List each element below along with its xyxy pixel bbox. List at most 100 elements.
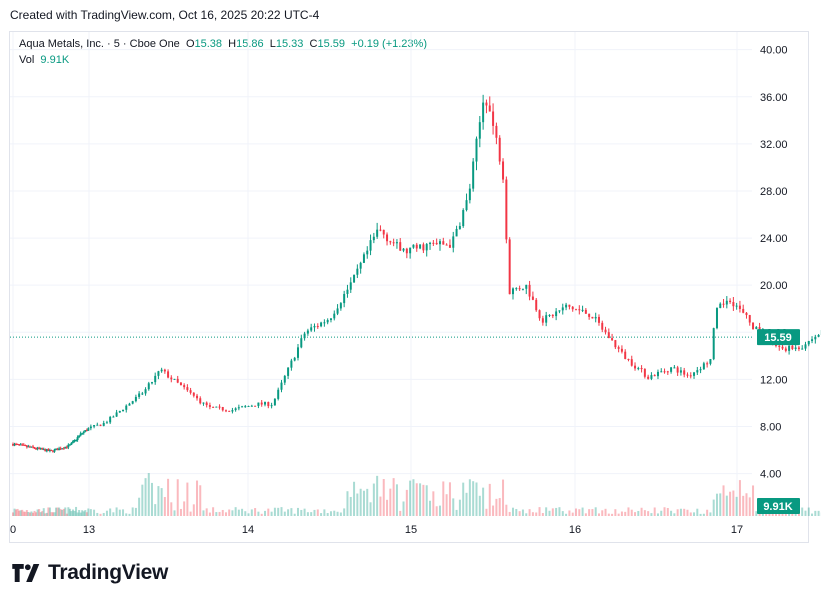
candle-body: [356, 268, 359, 275]
volume-bar: [12, 512, 14, 516]
volume-bar: [588, 509, 591, 516]
volume-bar: [231, 510, 234, 516]
candle-body: [339, 303, 342, 309]
candle-body: [93, 425, 96, 427]
candle-body: [112, 416, 115, 418]
volume-bar: [76, 512, 79, 516]
volume-bar: [663, 507, 666, 516]
candle-body: [247, 405, 250, 407]
volume-bar: [212, 507, 215, 516]
candle-body: [141, 393, 144, 395]
volume-bar: [241, 508, 244, 516]
volume-row: Vol 9.91K: [19, 52, 427, 68]
candle-body: [343, 293, 346, 304]
volume-bar: [712, 499, 715, 516]
candle-body: [109, 416, 112, 423]
candle-body: [575, 309, 578, 311]
volume-bar: [270, 511, 273, 516]
tradingview-logo[interactable]: TradingView: [12, 561, 168, 585]
volume-bar: [183, 501, 186, 516]
candle-body: [581, 309, 584, 311]
volume-bar: [128, 513, 131, 516]
candle-body: [68, 444, 71, 446]
candle-body: [492, 111, 495, 126]
volume-bar: [611, 513, 614, 516]
volume-bar: [643, 510, 646, 516]
candle-body: [578, 309, 581, 311]
volume-bar: [412, 479, 415, 516]
candle-body: [50, 450, 53, 452]
volume-bar: [353, 481, 356, 516]
candle-body: [22, 444, 25, 446]
y-tick-label: 8.00: [760, 422, 781, 434]
volume-bar: [134, 507, 137, 516]
candle-body: [35, 448, 38, 450]
volume-bar: [89, 509, 92, 516]
candle-body: [186, 387, 189, 391]
candle-body: [208, 405, 211, 407]
volume-label[interactable]: Vol: [19, 54, 35, 66]
x-tick-label: 17: [731, 524, 743, 536]
candle-body: [192, 392, 195, 396]
volume-bar: [515, 508, 518, 516]
candle-body: [176, 378, 179, 383]
volume-bar: [575, 508, 578, 516]
volume-bar: [157, 486, 160, 516]
volume-bar: [39, 512, 42, 516]
candle-body: [752, 322, 755, 330]
volume-bar: [715, 493, 718, 516]
low-value: 15.33: [275, 38, 304, 50]
volume-bar: [71, 509, 74, 516]
volume-bar: [42, 508, 45, 516]
volume-bar: [280, 507, 283, 516]
volume-bar: [561, 511, 564, 516]
volume-bar: [154, 504, 157, 516]
candle-body: [369, 240, 372, 251]
y-tick-label: 40.00: [760, 45, 788, 57]
candle-body: [630, 359, 633, 366]
volume-bar: [742, 495, 745, 516]
y-tick-label: 28.00: [760, 186, 788, 198]
candle-body: [183, 385, 186, 388]
candle-body: [729, 300, 732, 303]
candle-body: [555, 311, 558, 317]
volume-bar: [343, 508, 346, 516]
chart-frame: [9, 31, 809, 543]
candle-body: [215, 406, 218, 408]
candle-body: [48, 450, 51, 452]
volume-bar: [679, 508, 682, 516]
volume-bar: [545, 507, 548, 516]
volume-bar: [306, 512, 309, 516]
candle-body: [604, 329, 607, 333]
volume-bar: [199, 485, 202, 516]
volume-bar: [445, 494, 448, 516]
symbol-label[interactable]: Aqua Metals, Inc. · 5 · Cboe One: [19, 38, 180, 50]
volume-bar: [349, 496, 352, 516]
candle-body: [359, 262, 362, 269]
candle-body: [535, 299, 538, 311]
candle-body: [663, 371, 666, 373]
chart-caption: Created with TradingView.com, Oct 16, 20…: [10, 8, 320, 22]
candle-body: [329, 318, 332, 321]
volume-bar: [686, 509, 689, 516]
candle-body: [85, 430, 88, 432]
candle-body: [277, 389, 280, 399]
candle-body: [267, 402, 270, 407]
volume-bar: [525, 513, 528, 516]
volume-bar: [38, 509, 41, 516]
volume-bar: [16, 508, 19, 516]
candle-body: [27, 446, 30, 448]
candle-body: [59, 448, 62, 450]
volume-bar: [395, 484, 398, 516]
volume-bar: [432, 491, 435, 516]
candle-body: [568, 304, 571, 307]
chart-legend: Aqua Metals, Inc. · 5 · Cboe One O15.38 …: [19, 36, 427, 68]
candle-body: [498, 137, 501, 162]
volume-bar: [738, 480, 741, 516]
candle-body: [346, 289, 349, 294]
candle-body: [781, 346, 784, 349]
candle-body: [125, 405, 128, 410]
volume-bar: [538, 507, 541, 516]
volume-bar: [75, 506, 78, 516]
